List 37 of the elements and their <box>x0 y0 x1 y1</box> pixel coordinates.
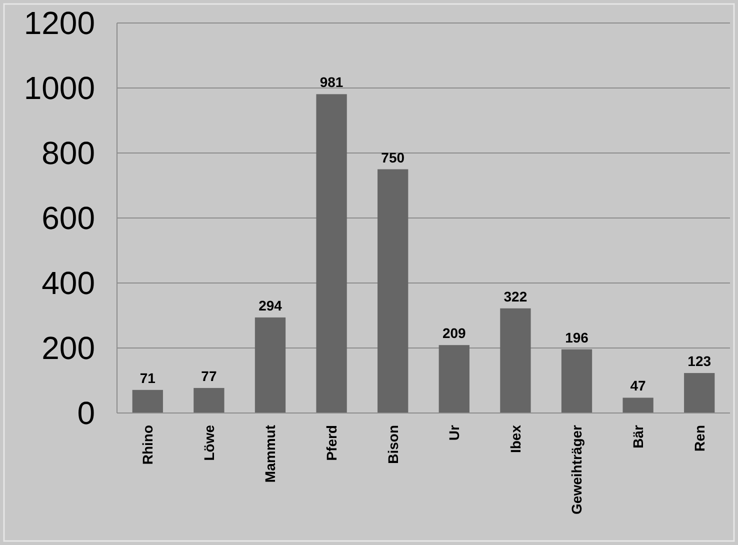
data-label: 322 <box>504 288 528 304</box>
y-tick-label: 400 <box>42 265 95 302</box>
bar <box>316 94 347 413</box>
data-label: 981 <box>320 74 344 90</box>
y-tick-label: 800 <box>42 135 95 172</box>
bar <box>194 388 224 413</box>
x-tick-label: Geweihträger <box>568 424 585 514</box>
x-tick-label: Ibex <box>507 424 524 454</box>
y-tick-label: 0 <box>77 395 95 432</box>
data-label: 209 <box>442 325 466 342</box>
data-label: 123 <box>688 353 712 370</box>
bar <box>622 398 654 413</box>
x-tick-label: Bison <box>384 425 401 464</box>
bar <box>561 349 592 413</box>
x-tick-label: Löwe <box>200 424 217 461</box>
y-tick-label: 1200 <box>24 5 95 42</box>
y-tick-label: 1000 <box>24 70 95 106</box>
bar <box>438 345 470 413</box>
x-tick-label: Bär <box>630 424 646 448</box>
bar <box>132 390 163 413</box>
data-label: 71 <box>140 370 156 386</box>
bar <box>254 317 286 413</box>
data-label: 294 <box>258 297 282 314</box>
y-tick-label: 600 <box>42 200 95 236</box>
data-label: 196 <box>565 329 589 346</box>
x-tick-label: Ur <box>446 424 462 441</box>
data-label: 77 <box>201 368 217 384</box>
x-tick-label: Rhino <box>140 425 156 465</box>
data-label: 47 <box>630 378 646 394</box>
bar <box>684 373 715 413</box>
x-tick-label: Ren <box>691 425 708 452</box>
data-label: 750 <box>381 149 405 166</box>
x-tick-label: Mammut <box>262 424 278 483</box>
x-tick-label: Pferd <box>323 425 340 461</box>
y-tick-label: 200 <box>42 330 95 366</box>
bar <box>500 308 531 413</box>
bar <box>378 169 408 413</box>
